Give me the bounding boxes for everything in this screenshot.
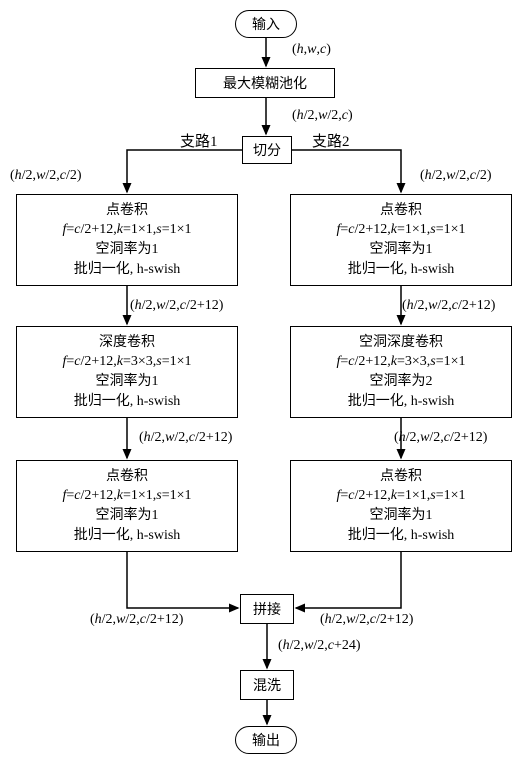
r3-dil: 空洞率为1 (370, 506, 433, 526)
l2-dil: 空洞率为1 (96, 372, 159, 392)
r2-param: f=c/2+12,k=3×3,s=1×1 (336, 352, 465, 372)
node-r3: 点卷积 f=c/2+12,k=1×1,s=1×1 空洞率为1 批归一化, h-s… (290, 460, 512, 552)
edge-label-e2: (h/2,w/2,c) (292, 108, 353, 124)
node-output: 输出 (235, 726, 297, 754)
branch-label-right: 支路2 (312, 130, 350, 151)
r3-bn: 批归一化, h-swish (348, 526, 455, 546)
edge-label-e3l: (h/2,w/2,c/2) (10, 168, 82, 184)
node-split-label: 切分 (253, 140, 281, 160)
edge-label-e4r: (h/2,w/2,c/2+12) (402, 298, 495, 314)
r1-dil: 空洞率为1 (370, 240, 433, 260)
node-concat: 拼接 (240, 594, 294, 624)
edge-label-e4l: (h/2,w/2,c/2+12) (130, 298, 223, 314)
r1-param: f=c/2+12,k=1×1,s=1×1 (336, 220, 465, 240)
node-input: 输入 (235, 10, 297, 38)
edge-label-e6r: (h/2,w/2,c/2+12) (320, 612, 413, 628)
node-r2: 空洞深度卷积 f=c/2+12,k=3×3,s=1×1 空洞率为2 批归一化, … (290, 326, 512, 418)
l1-param: f=c/2+12,k=1×1,s=1×1 (62, 220, 191, 240)
r1-title: 点卷积 (380, 201, 422, 221)
node-split: 切分 (242, 136, 292, 164)
r3-param: f=c/2+12,k=1×1,s=1×1 (336, 486, 465, 506)
node-l2: 深度卷积 f=c/2+12,k=3×3,s=1×1 空洞率为1 批归一化, h-… (16, 326, 238, 418)
l1-dil: 空洞率为1 (96, 240, 159, 260)
r2-title: 空洞深度卷积 (359, 333, 443, 353)
l3-param: f=c/2+12,k=1×1,s=1×1 (62, 486, 191, 506)
edge-label-e7: (h/2,w/2,c+24) (278, 638, 361, 654)
node-l1: 点卷积 f=c/2+12,k=1×1,s=1×1 空洞率为1 批归一化, h-s… (16, 194, 238, 286)
l3-title: 点卷积 (106, 467, 148, 487)
l2-title: 深度卷积 (99, 333, 155, 353)
r2-dil: 空洞率为2 (370, 372, 433, 392)
edge-label-e5l: (h/2,w/2,c/2+12) (139, 430, 232, 446)
node-maxpool-label: 最大模糊池化 (223, 73, 307, 93)
edge-label-e1: (h,w,c) (292, 42, 331, 58)
node-l3: 点卷积 f=c/2+12,k=1×1,s=1×1 空洞率为1 批归一化, h-s… (16, 460, 238, 552)
r1-bn: 批归一化, h-swish (348, 260, 455, 280)
l3-dil: 空洞率为1 (96, 506, 159, 526)
node-r1: 点卷积 f=c/2+12,k=1×1,s=1×1 空洞率为1 批归一化, h-s… (290, 194, 512, 286)
node-input-label: 输入 (252, 14, 280, 34)
r3-title: 点卷积 (380, 467, 422, 487)
edge-label-e6l: (h/2,w/2,c/2+12) (90, 612, 183, 628)
node-concat-label: 拼接 (253, 599, 281, 619)
node-shuffle-label: 混洗 (253, 675, 281, 695)
edge-label-e3r: (h/2,w/2,c/2) (420, 168, 492, 184)
node-output-label: 输出 (252, 730, 280, 750)
edge-label-e5r: (h/2,w/2,c/2+12) (394, 430, 487, 446)
l1-bn: 批归一化, h-swish (74, 260, 181, 280)
l1-title: 点卷积 (106, 201, 148, 221)
l3-bn: 批归一化, h-swish (74, 526, 181, 546)
r2-bn: 批归一化, h-swish (348, 392, 455, 412)
l2-bn: 批归一化, h-swish (74, 392, 181, 412)
node-maxpool: 最大模糊池化 (195, 68, 335, 98)
l2-param: f=c/2+12,k=3×3,s=1×1 (62, 352, 191, 372)
node-shuffle: 混洗 (240, 670, 294, 700)
branch-label-left: 支路1 (180, 130, 218, 151)
